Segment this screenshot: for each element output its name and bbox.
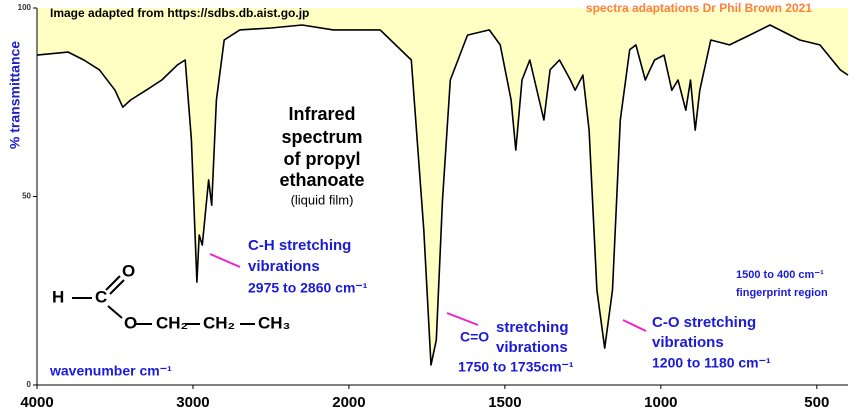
x-tick-label: 4000	[20, 394, 53, 411]
x-axis-label: wavenumber cm⁻¹	[49, 363, 172, 379]
source-note: Image adapted from https://sdbs.db.aist.…	[50, 6, 309, 20]
y-tick-label: 0	[27, 380, 32, 389]
title-line: Infrared	[288, 104, 355, 124]
annotation: 1750 to 1735cm⁻¹	[458, 359, 574, 375]
annotation: 1200 to 1180 cm⁻¹	[652, 355, 771, 371]
transmittance-area	[37, 8, 848, 365]
title-line: of propyl	[284, 149, 361, 169]
atom: O	[124, 313, 137, 332]
atom: H	[52, 287, 64, 306]
x-tick-label: 500	[804, 394, 829, 411]
x-tick-label: 2000	[332, 394, 365, 411]
atom: CH₂	[156, 313, 188, 332]
atom: O	[122, 261, 135, 280]
structure-bonds	[72, 275, 255, 325]
annotation: vibrations	[652, 334, 724, 351]
pointers	[209, 253, 647, 332]
credit: spectra adaptations Dr Phil Brown 2021	[586, 1, 812, 15]
annotation: C-H stretching	[248, 237, 351, 254]
y-axis-label: % transmittance	[7, 41, 23, 149]
atom: C	[95, 287, 107, 306]
subtitle: (liquid film)	[291, 192, 354, 207]
x-tick-label: 1500	[488, 394, 521, 411]
x-tick-label: 1000	[644, 394, 677, 411]
annotation: C-O stretching	[652, 314, 756, 331]
annotation: 2975 to 2860 cm⁻¹	[248, 280, 368, 296]
annotation: fingerprint region	[736, 287, 828, 299]
annotation: vibrations	[496, 339, 568, 356]
spectrum-line	[36, 24, 849, 366]
atom: CH₂	[203, 313, 235, 332]
atom: CH₃	[258, 313, 290, 332]
plot-area	[33, 7, 849, 389]
title-line: ethanoate	[279, 170, 364, 190]
annotation: C=O	[460, 329, 489, 345]
annotation: stretching	[496, 319, 569, 336]
x-tick-label: 3000	[176, 394, 209, 411]
title-line: spectrum	[281, 127, 362, 147]
annotation: 1500 to 400 cm⁻¹	[736, 269, 824, 281]
annotation: vibrations	[248, 258, 320, 275]
y-tick-label: 50	[22, 192, 31, 201]
y-tick-label: 100	[18, 3, 32, 12]
